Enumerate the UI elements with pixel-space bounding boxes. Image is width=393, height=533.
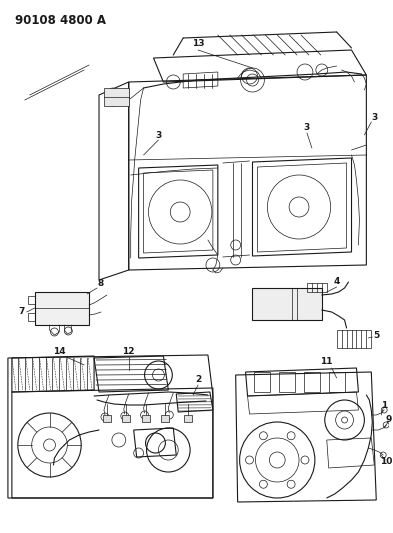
Polygon shape [162,415,169,422]
Text: 14: 14 [53,348,66,357]
Text: 7: 7 [18,308,25,317]
Text: 12: 12 [123,348,135,357]
Polygon shape [103,415,111,422]
Text: 1: 1 [381,401,387,410]
Text: 13: 13 [192,39,204,49]
Text: 9: 9 [386,416,392,424]
Polygon shape [122,415,130,422]
Polygon shape [252,288,322,320]
Text: 3: 3 [155,131,162,140]
Text: 90108 4800 A: 90108 4800 A [15,14,106,27]
Text: 4: 4 [334,278,340,287]
Polygon shape [184,415,192,422]
Polygon shape [141,415,149,422]
Text: 3: 3 [304,124,310,133]
Polygon shape [104,88,129,106]
Polygon shape [35,292,89,325]
Text: 5: 5 [373,330,379,340]
Text: 2: 2 [195,376,201,384]
Text: 11: 11 [321,358,333,367]
Text: 3: 3 [371,114,377,123]
Text: 10: 10 [380,457,392,466]
Text: 8: 8 [98,279,104,287]
